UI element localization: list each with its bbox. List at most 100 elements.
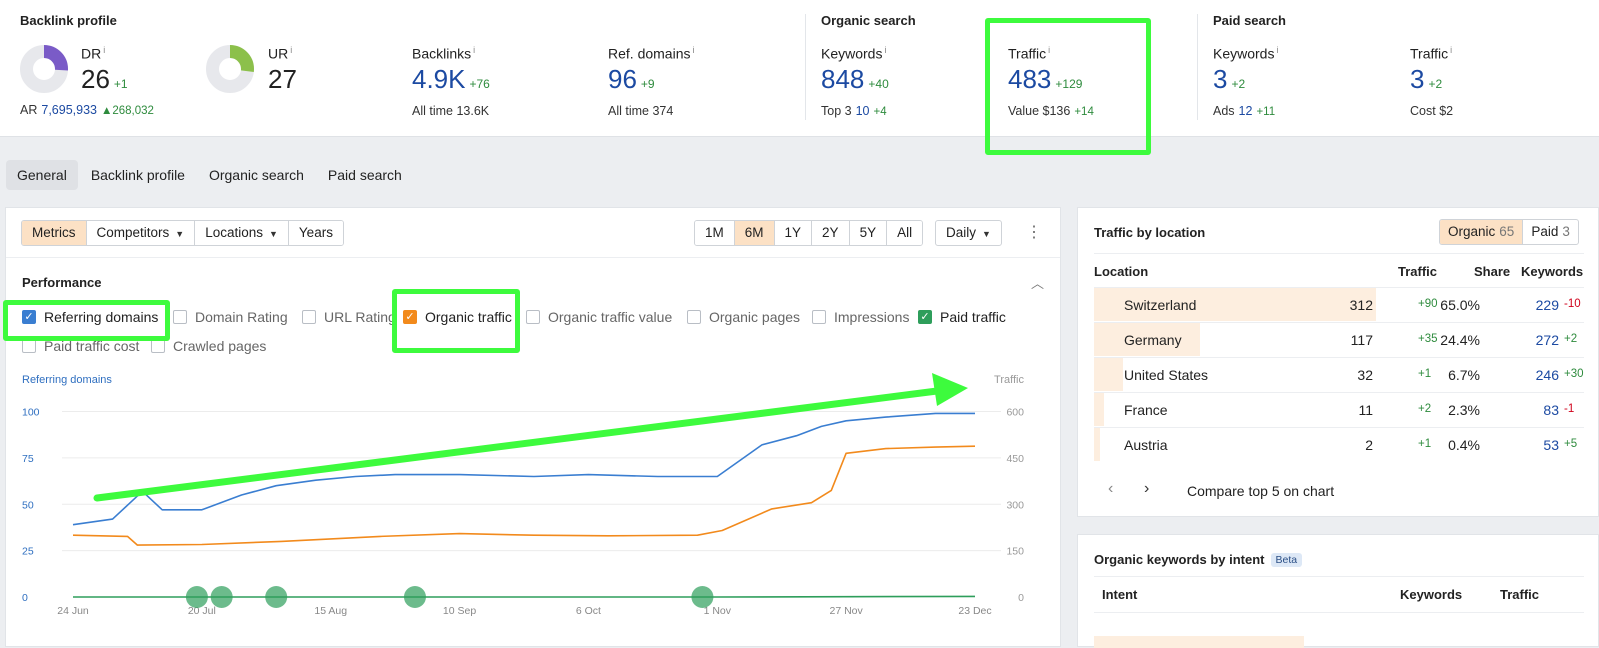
ur-metric[interactable]: UR i 27 [268, 45, 297, 94]
event-marker [403, 586, 426, 608]
location-keywords[interactable]: 272 [1535, 332, 1559, 348]
backlinks-metric[interactable]: Backlinks i 4.9K +76 All time 13.6K [412, 45, 490, 118]
col-intent-traffic[interactable]: Traffic [1500, 587, 1540, 602]
checkbox-organic-pages[interactable]: Organic pages [687, 309, 800, 325]
location-keywords[interactable]: 229 [1535, 297, 1559, 313]
ref-domains-metric[interactable]: Ref. domains i 96 +9 All time 374 [608, 45, 695, 118]
left-tick-label: 100 [22, 407, 40, 419]
left-tick-label: 0 [22, 592, 28, 604]
share-bar [1094, 393, 1104, 426]
location-keywords-delta: -10 [1564, 298, 1581, 310]
view-switcher: Metrics Competitors ▼ Locations ▼ Years [21, 220, 344, 246]
check-icon: ✓ [403, 310, 417, 324]
range-2y[interactable]: 2Y [812, 221, 850, 245]
beta-badge: Beta [1270, 553, 1303, 567]
dr-donut-icon [20, 45, 68, 93]
location-row[interactable]: Switzerland 312 +90 65.0% 229 -10 [1094, 287, 1584, 321]
location-country: Austria [1124, 437, 1168, 453]
range-all[interactable]: All [887, 221, 923, 245]
metrics-button[interactable]: Metrics [22, 221, 87, 245]
ar-metric: AR 7,695,933 ▲268,032 [20, 103, 154, 117]
checkbox-paid-traffic[interactable]: ✓ Paid traffic [918, 309, 1006, 325]
more-options-icon[interactable]: ⋮ [1026, 224, 1042, 241]
divider [1094, 612, 1584, 613]
col-intent[interactable]: Intent [1102, 587, 1138, 602]
locations-dropdown[interactable]: Locations ▼ [195, 221, 289, 245]
right-tick-label: 600 [1006, 407, 1024, 419]
compare-top-5-link[interactable]: Compare top 5 on chart [1187, 483, 1335, 499]
x-tick-label: 6 Oct [576, 605, 601, 617]
col-intent-keywords[interactable]: Keywords [1400, 587, 1463, 602]
col-location[interactable]: Location [1094, 264, 1149, 279]
share-bar [1094, 288, 1376, 321]
location-row[interactable]: France 11 +2 2.3% 83 -1 [1094, 392, 1584, 426]
backlink-profile-title: Backlink profile [20, 13, 117, 28]
event-marker [691, 586, 714, 608]
competitors-dropdown[interactable]: Competitors ▼ [86, 221, 196, 245]
col-keywords[interactable]: Keywords [1521, 264, 1584, 279]
next-page-icon[interactable]: › [1144, 480, 1150, 497]
tab-organic-search[interactable]: Organic search [208, 167, 304, 183]
performance-chart: Referring domains Traffic 0 0 25 150 50 300 75 45… [22, 374, 1024, 617]
location-traffic: 117 [1350, 332, 1373, 348]
location-row[interactable]: United States 32 +1 6.7% 246 +30 [1094, 357, 1584, 391]
range-5y[interactable]: 5Y [849, 221, 888, 245]
prev-page-icon[interactable]: ‹ [1108, 480, 1114, 497]
x-tick-label: 20 Jul [188, 605, 216, 617]
checkbox-impressions[interactable]: Impressions [812, 309, 909, 325]
tab-paid-search[interactable]: Paid search [327, 167, 402, 183]
divider [6, 257, 1060, 258]
check-icon: ✓ [918, 310, 932, 324]
range-1m[interactable]: 1M [695, 221, 735, 245]
paid-traffic-metric[interactable]: Traffic i 3 +2 Cost $2 [1410, 45, 1454, 118]
traffic-by-location-title: Traffic by location [1094, 225, 1206, 240]
series-line-paid-traffic [73, 595, 976, 598]
col-share[interactable]: Share [1474, 264, 1511, 279]
range-1y[interactable]: 1Y [774, 221, 813, 245]
tab-backlink-profile[interactable]: Backlink profile [90, 167, 185, 183]
organic-paid-switch: Organic 65 Paid 3 [1439, 219, 1579, 245]
checkbox-organic-traffic-value[interactable]: Organic traffic value [526, 309, 672, 325]
tab-general[interactable]: General [6, 160, 78, 190]
col-traffic[interactable]: Traffic [1398, 264, 1438, 279]
checkbox-url-rating[interactable]: URL Rating [302, 309, 396, 325]
location-share: 2.3% [1448, 402, 1480, 418]
left-tick-label: 50 [22, 499, 34, 511]
range-6m[interactable]: 6M [734, 221, 775, 245]
location-keywords[interactable]: 83 [1543, 402, 1559, 418]
location-traffic: 32 [1357, 367, 1373, 383]
organic-traffic-metric[interactable]: Traffic i 483 +129 Value $136 +14 [1008, 45, 1094, 118]
share-bar [1094, 358, 1124, 391]
right-tick-label: 450 [1006, 453, 1024, 465]
summary-bar: Backlink profile DR i 26 +1 AR 7,695,933 ▲26… [0, 0, 1599, 137]
left-axis-label: Referring domains [22, 374, 112, 386]
checkbox-organic-traffic[interactable]: ✓ Organic traffic [403, 309, 512, 325]
location-traffic: 312 [1349, 297, 1373, 313]
organic-keywords-metric[interactable]: Keywords i 848 +40 Top 3 10 +4 [821, 45, 889, 118]
left-tick-label: 75 [22, 453, 34, 465]
paid-keywords-metric[interactable]: Keywords i 3 +2 Ads 12 +11 [1213, 45, 1279, 118]
performance-panel: Metrics Competitors ▼ Locations ▼ Years 1M… [5, 207, 1061, 647]
collapse-chevron-icon[interactable]: ︿ [1031, 276, 1045, 291]
location-traffic-delta: +90 [1418, 298, 1438, 310]
location-row[interactable]: Austria 2 +1 0.4% 53 +5 [1094, 427, 1584, 461]
right-tick-label: 300 [1006, 499, 1024, 511]
checkbox-domain-rating[interactable]: Domain Rating [173, 309, 288, 325]
location-keywords[interactable]: 53 [1543, 437, 1559, 453]
location-country: Germany [1124, 332, 1182, 348]
dr-metric[interactable]: DR i 26 +1 [81, 45, 128, 94]
intent-bar [1094, 636, 1304, 648]
paid-toggle[interactable]: Paid 3 [1531, 224, 1570, 239]
organic-toggle[interactable]: Organic 65 [1440, 220, 1524, 244]
years-button[interactable]: Years [288, 221, 343, 245]
location-keywords[interactable]: 246 [1535, 367, 1559, 383]
divider [1094, 253, 1584, 254]
checkbox-referring-domains[interactable]: ✓ Referring domains [22, 309, 158, 325]
location-traffic-delta: +1 [1418, 368, 1432, 380]
right-axis-label: Traffic [994, 374, 1024, 386]
granularity-dropdown[interactable]: Daily ▼ [935, 220, 1002, 246]
location-share: 0.4% [1448, 437, 1480, 453]
location-row[interactable]: Germany 117 +35 24.4% 272 +2 [1094, 322, 1584, 356]
x-tick-label: 15 Aug [314, 605, 347, 617]
series-line-organic-traffic [72, 445, 976, 546]
